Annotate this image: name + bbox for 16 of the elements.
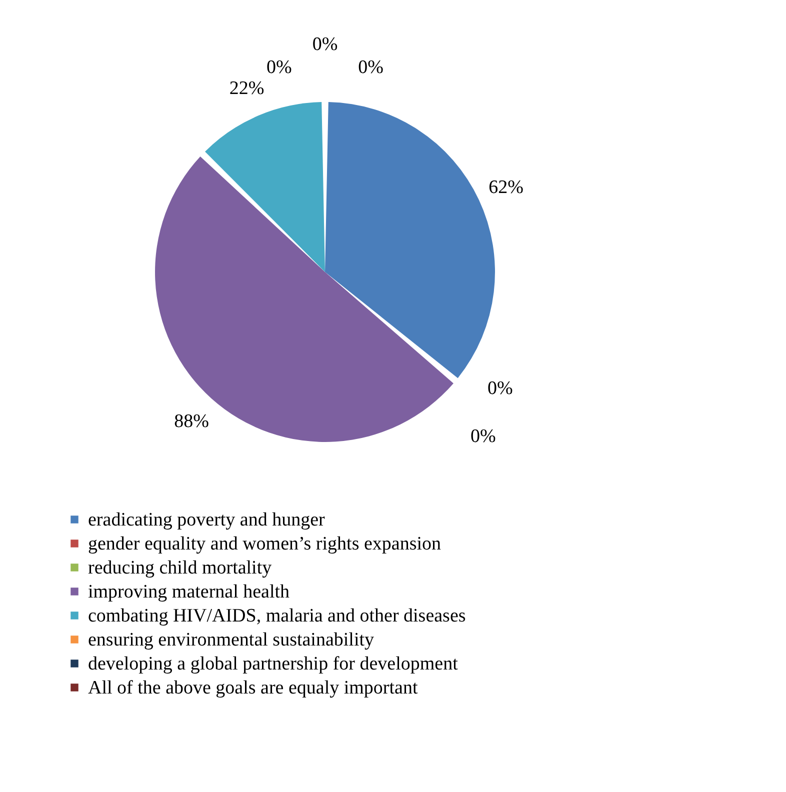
- text: 0%: [266, 57, 292, 78]
- text: 0%: [358, 57, 384, 78]
- text: 0%: [470, 426, 496, 448]
- text: 0%: [488, 378, 513, 399]
- legend-label: ensuring environmental sustainability: [88, 630, 374, 650]
- text: 0%: [312, 34, 338, 55]
- data-label: 62%: [488, 177, 524, 198]
- legend-label: combating HIV/AIDS, malaria and other diseases: [88, 606, 466, 626]
- legend-label: gender equality and women’s rights expansion: [88, 534, 442, 554]
- legend-label: developing a global partnership for development: [88, 654, 459, 674]
- legend-label: eradicating poverty and hunger: [88, 510, 326, 530]
- legend-label: improving maternal health: [88, 582, 290, 602]
- data-label: 88%: [174, 410, 210, 432]
- legend-label: reducing child mortality: [88, 558, 272, 578]
- data-label: 22%: [229, 78, 264, 99]
- legend-label: All of the above goals are equaly important: [88, 678, 418, 698]
